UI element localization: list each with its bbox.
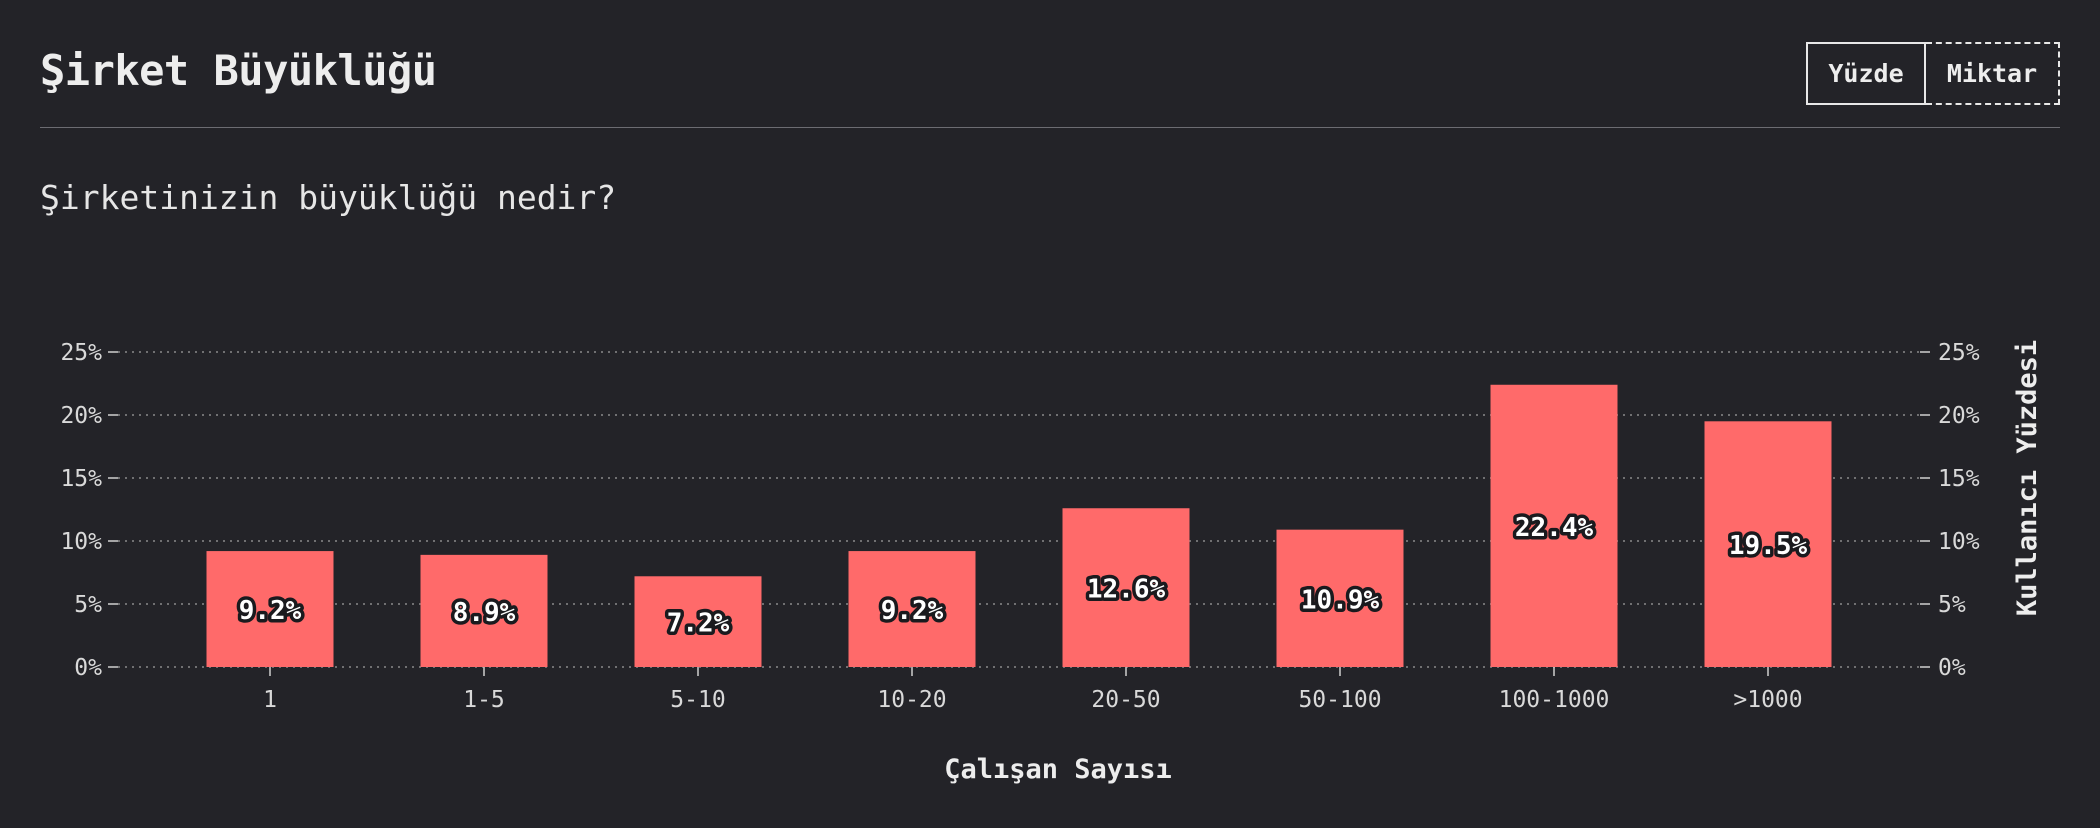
bar-value-label: 9.2% xyxy=(881,596,944,626)
x-tick-label: 1 xyxy=(263,687,277,713)
survey-question: Şirketinizin büyüklüğü nedir? xyxy=(40,178,617,217)
y-tick-label: 0% xyxy=(74,655,102,681)
bar xyxy=(1276,529,1404,667)
bar-value-label: 19.5% xyxy=(1729,531,1808,561)
bar xyxy=(420,554,548,667)
bar-value-label: 8.9% xyxy=(453,598,516,628)
y-tick-label: 20% xyxy=(1938,403,1980,429)
bar xyxy=(848,551,976,667)
chart-title: Şirket Büyüklüğü xyxy=(40,46,437,95)
bar xyxy=(1490,384,1618,667)
bar-chart: 0% 5% 10% 15% 20% 25% 0% 5% 10% 15% 20% 25% 9.2% 8.… xyxy=(60,340,2043,785)
y-tick-label: 10% xyxy=(60,529,102,555)
x-tick-label: 5-10 xyxy=(670,687,725,713)
bar xyxy=(634,576,762,667)
x-tick-label: >1000 xyxy=(1733,687,1802,713)
y-tick-label: 0% xyxy=(1938,655,1966,681)
bar xyxy=(206,551,334,667)
x-axis: 1 1-5 5-10 10-20 20-50 50-100 100-1000 >1000 xyxy=(263,667,1803,713)
chart-header: Şirket Büyüklüğü Yüzde Miktar xyxy=(40,0,2060,128)
bar-value-label: 12.6% xyxy=(1087,575,1166,605)
display-mode-toggle: Yüzde Miktar xyxy=(1806,42,2060,105)
y-tick-label: 15% xyxy=(60,466,102,492)
bars: 9.2% 8.9% 7.2% 9.2% 12.6% 10.9% 22.4% 19.5% xyxy=(206,384,1832,667)
y-tick-label: 10% xyxy=(1938,529,1980,555)
x-tick-label: 1-5 xyxy=(463,687,505,713)
y-tick-label: 5% xyxy=(1938,592,1966,618)
bar-value-label: 10.9% xyxy=(1301,585,1380,615)
percent-toggle-button[interactable]: Yüzde xyxy=(1806,42,1926,105)
bar xyxy=(1704,421,1832,667)
x-axis-title: Çalışan Sayısı xyxy=(944,754,1172,785)
y-axis-title: Kullanıcı Yüzdesi xyxy=(2012,340,2043,616)
x-tick-label: 50-100 xyxy=(1298,687,1381,713)
y-tick-label: 25% xyxy=(1938,340,1980,366)
bar xyxy=(1062,508,1190,667)
y-tick-label: 25% xyxy=(60,340,102,366)
y-tick-label: 20% xyxy=(60,403,102,429)
bar-value-label: 22.4% xyxy=(1515,513,1594,543)
bar-value-label: 9.2% xyxy=(239,596,302,626)
right-y-axis: 0% 5% 10% 15% 20% 25% xyxy=(1920,340,1980,681)
bar-value-label: 7.2% xyxy=(667,609,730,639)
x-tick-label: 20-50 xyxy=(1091,687,1160,713)
y-tick-label: 5% xyxy=(74,592,102,618)
y-tick-label: 15% xyxy=(1938,466,1980,492)
grid-lines xyxy=(118,351,1920,668)
x-tick-label: 100-1000 xyxy=(1499,687,1610,713)
count-toggle-button[interactable]: Miktar xyxy=(1926,42,2060,105)
x-tick-label: 10-20 xyxy=(877,687,946,713)
left-y-axis: 0% 5% 10% 15% 20% 25% xyxy=(60,340,118,681)
